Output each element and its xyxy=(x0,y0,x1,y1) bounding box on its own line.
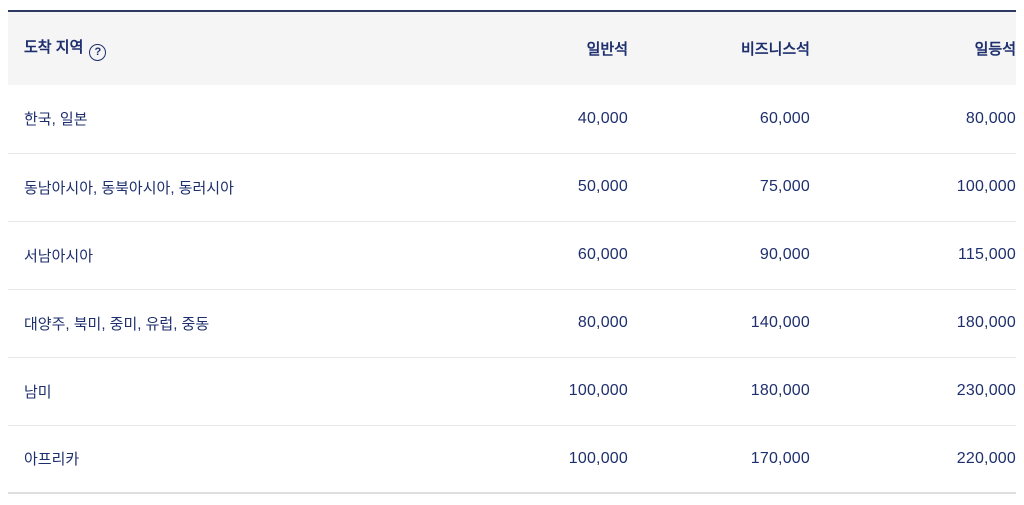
business-miles-cell: 75,000 xyxy=(628,153,810,222)
business-miles-cell: 170,000 xyxy=(628,425,810,494)
table-row: 동남아시아, 동북아시아, 동러시아 50,000 75,000 100,000 xyxy=(8,153,1016,222)
first-miles-cell: 115,000 xyxy=(810,221,1016,290)
economy-miles-cell: 40,000 xyxy=(438,85,628,154)
first-miles-cell: 180,000 xyxy=(810,289,1016,358)
economy-miles-cell: 60,000 xyxy=(438,221,628,290)
table-row: 남미 100,000 180,000 230,000 xyxy=(8,357,1016,426)
table-row: 한국, 일본 40,000 60,000 80,000 xyxy=(8,85,1016,154)
question-circle-icon[interactable]: ? xyxy=(89,44,107,61)
column-header-economy: 일반석 xyxy=(438,11,628,85)
region-column-header-label: 도착 지역 xyxy=(24,39,84,56)
region-cell: 동남아시아, 동북아시아, 동러시아 xyxy=(8,153,438,222)
economy-miles-cell: 100,000 xyxy=(438,425,628,494)
table-row: 아프리카 100,000 170,000 220,000 xyxy=(8,425,1016,494)
region-cell: 남미 xyxy=(8,357,438,426)
table-row: 서남아시아 60,000 90,000 115,000 xyxy=(8,221,1016,290)
business-miles-cell: 60,000 xyxy=(628,85,810,154)
column-header-business: 비즈니스석 xyxy=(628,11,810,85)
column-header-first: 일등석 xyxy=(810,11,1016,85)
economy-miles-cell: 80,000 xyxy=(438,289,628,358)
region-cell: 한국, 일본 xyxy=(8,85,438,154)
column-header-region: 도착 지역? xyxy=(8,11,438,85)
economy-miles-cell: 50,000 xyxy=(438,153,628,222)
mileage-award-table-page: 도착 지역? 일반석 비즈니스석 일등석 한국, 일본 40,000 60,00… xyxy=(8,10,1016,494)
first-miles-cell: 100,000 xyxy=(810,153,1016,222)
business-miles-cell: 180,000 xyxy=(628,357,810,426)
business-miles-cell: 90,000 xyxy=(628,221,810,290)
table-row: 대양주, 북미, 중미, 유럽, 중동 80,000 140,000 180,0… xyxy=(8,289,1016,358)
business-miles-cell: 140,000 xyxy=(628,289,810,358)
region-cell: 아프리카 xyxy=(8,425,438,494)
region-cell: 대양주, 북미, 중미, 유럽, 중동 xyxy=(8,289,438,358)
economy-miles-cell: 100,000 xyxy=(438,357,628,426)
first-miles-cell: 230,000 xyxy=(810,357,1016,426)
first-miles-cell: 80,000 xyxy=(810,85,1016,154)
table-header-row: 도착 지역? 일반석 비즈니스석 일등석 xyxy=(8,11,1016,85)
region-cell: 서남아시아 xyxy=(8,221,438,290)
first-miles-cell: 220,000 xyxy=(810,425,1016,494)
mileage-table: 도착 지역? 일반석 비즈니스석 일등석 한국, 일본 40,000 60,00… xyxy=(8,10,1016,494)
